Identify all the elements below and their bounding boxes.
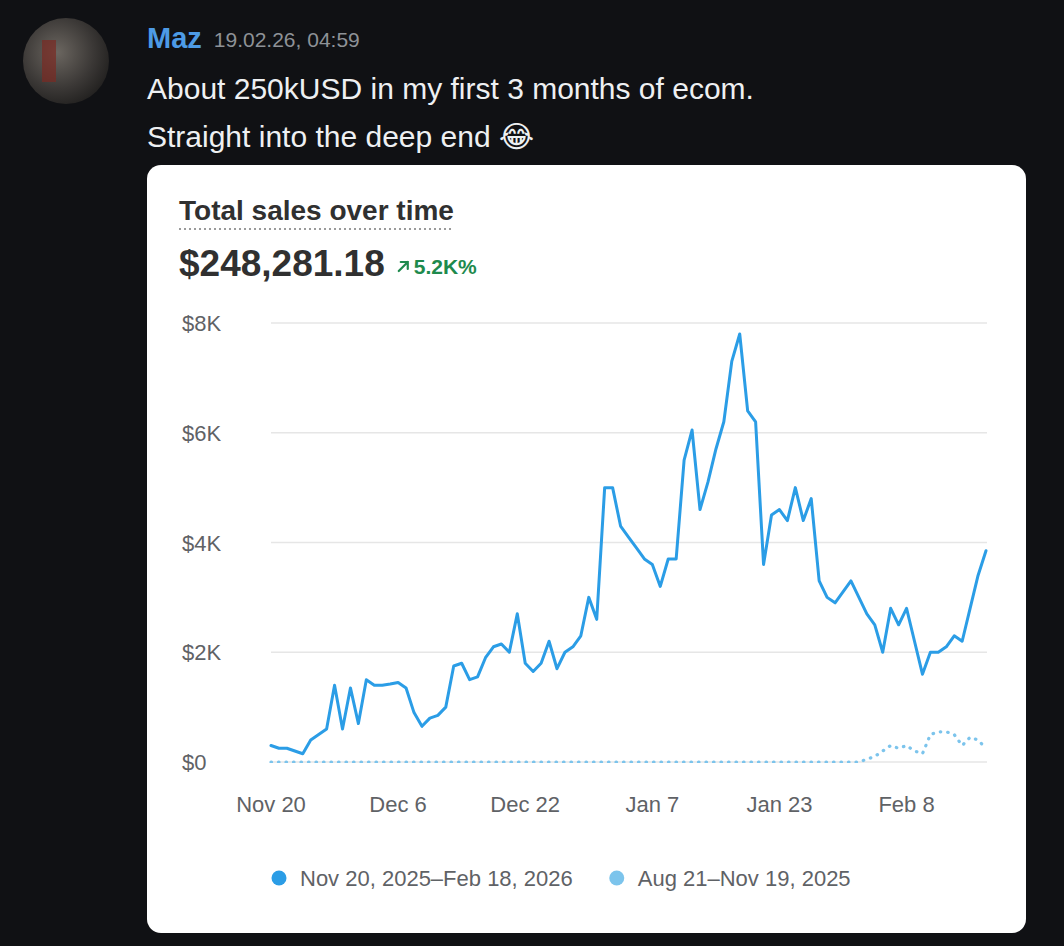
legend-marker[interactable] (609, 871, 624, 886)
x-tick-label: Jan 7 (625, 792, 679, 817)
total-value: $248,281.18 (179, 243, 385, 284)
legend-label[interactable]: Aug 21–Nov 19, 2025 (638, 866, 851, 891)
grid-line (271, 432, 987, 434)
y-axis: $0 $2K $4K $6K $8K (182, 311, 987, 775)
x-tick-label: Feb 8 (878, 792, 934, 817)
timestamp: 19.02.26, 04:59 (214, 28, 360, 51)
author[interactable]: Maz (147, 22, 202, 54)
grid-line (271, 761, 987, 763)
avatar[interactable] (23, 18, 109, 104)
y-tick-label: $0 (182, 750, 206, 775)
change-label: 5.2K% (414, 255, 477, 278)
x-tick-label: Dec 22 (490, 792, 560, 817)
page: Maz 19.02.26, 04:59 About 250kUSD in my fi… (0, 0, 1064, 946)
message-line: Straight into the deep end 😂 (147, 120, 534, 153)
chart-title: Total sales over time (179, 195, 454, 226)
y-tick-label: $2K (182, 640, 221, 665)
avatar-detail (42, 40, 56, 82)
message-line: About 250kUSD in my first 3 months of ec… (147, 72, 754, 105)
plot-area (271, 334, 986, 762)
legend: Nov 20, 2025–Feb 18, 2026 Aug 21–Nov 19, … (272, 866, 851, 891)
series-line (271, 334, 986, 754)
background (0, 0, 1064, 946)
series-line (271, 732, 986, 762)
grid-line (271, 542, 987, 544)
grid-line (271, 652, 987, 654)
title-underline (179, 228, 454, 230)
y-tick-label: $6K (182, 421, 221, 446)
x-tick-label: Dec 6 (369, 792, 426, 817)
legend-label[interactable]: Nov 20, 2025–Feb 18, 2026 (300, 866, 573, 891)
chart-card (147, 165, 1026, 933)
grid-line (271, 322, 987, 324)
x-axis: Nov 20 Dec 6 Dec 22 Jan 7 Jan 23 Feb 8 (236, 792, 935, 817)
x-tick-label: Jan 23 (746, 792, 812, 817)
x-tick-label: Nov 20 (236, 792, 306, 817)
trend-arrow (399, 262, 408, 271)
legend-marker[interactable] (272, 871, 287, 886)
y-tick-label: $8K (182, 311, 221, 336)
y-tick-label: $4K (182, 531, 221, 556)
